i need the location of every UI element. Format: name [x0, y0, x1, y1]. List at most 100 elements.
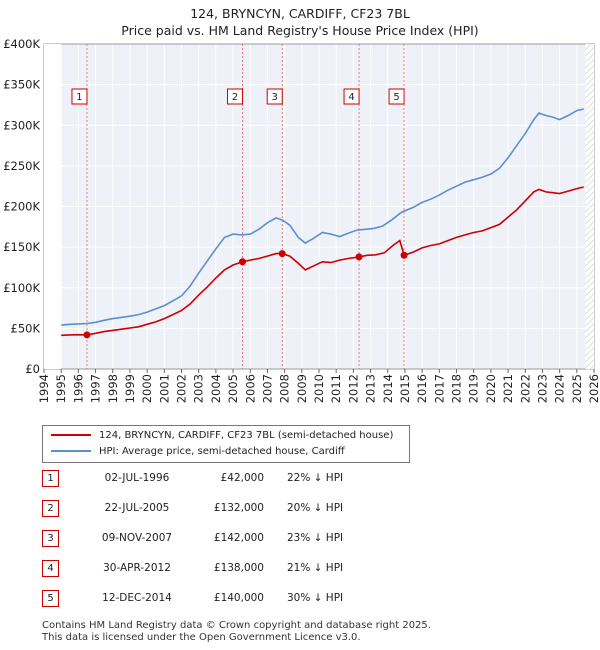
series-line-hpi: [61, 108, 584, 326]
y-tick-label: £400K: [3, 37, 40, 51]
pre-data-region: [44, 44, 62, 369]
sale-point: [400, 251, 408, 259]
sale-price: £132,000: [213, 502, 264, 514]
y-axis-ticks: £0 £50K £100K £150K £200K £250K £300K £350K £400…: [3, 37, 40, 376]
hatch-line: [585, 202, 594, 213]
x-tick-label: 2002: [175, 374, 189, 403]
x-tick-label: 2013: [364, 374, 378, 403]
x-tick-label: 2015: [398, 374, 412, 403]
sale-hpi-diff: 21% ↓ HPI: [287, 562, 344, 574]
x-tick-label: 2011: [329, 374, 343, 403]
sale-label-text: 4: [348, 92, 354, 103]
shaded-periods: [44, 44, 594, 369]
sale-point: [83, 331, 91, 339]
x-tick-label: 2000: [140, 374, 154, 403]
legend-item-hpi: HPI: Average price, semi-detached house,…: [51, 444, 345, 460]
legend-item-price: 124, BRYNCYN, CARDIFF, CF23 7BL (semi-de…: [51, 428, 393, 444]
sale-point: [239, 258, 247, 266]
title-address: 124, BRYNCYN, CARDIFF, CF23 7BL: [190, 6, 410, 21]
x-tick-label: 1996: [71, 374, 85, 403]
sale-label-box: [227, 88, 244, 105]
title-subtitle: Price paid vs. HM Land Registry's House …: [121, 23, 479, 38]
sale-row: 1 02-JUL-1996 £42,000 22% ↓ HPI: [42, 470, 562, 488]
x-tick-label: 2004: [209, 374, 223, 403]
sale-price: £138,000: [213, 562, 264, 574]
x-tick-label: 1998: [106, 374, 120, 403]
footer-licence: This data is licensed under the Open Gov…: [42, 632, 361, 643]
x-tick-label: 2024: [553, 374, 567, 403]
hatch-line: [585, 310, 594, 321]
legend-price-label: 124, BRYNCYN, CARDIFF, CF23 7BL (semi-de…: [99, 430, 394, 441]
chart-title: 124, BRYNCYN, CARDIFF, CF23 7BL Price pa…: [0, 5, 600, 39]
footer-copyright: Contains HM Land Registry data © Crown c…: [42, 620, 431, 631]
sale-markers: 1 2 3 4 5: [71, 88, 408, 339]
x-tick-label: 2010: [312, 374, 326, 403]
sale-hpi-diff: 22% ↓ HPI: [287, 472, 344, 484]
y-tick-label: £250K: [3, 159, 40, 173]
sale-label-text: 5: [393, 92, 399, 103]
sale-row: 2 22-JUL-2005 £132,000 20% ↓ HPI: [42, 500, 562, 518]
x-tick-label: 2020: [484, 374, 498, 403]
sale-row: 4 30-APR-2012 £138,000 21% ↓ HPI: [42, 560, 562, 578]
sale-label-box: [71, 88, 88, 105]
x-tick-label: 2008: [278, 374, 292, 403]
sale-date: 12-DEC-2014: [102, 592, 172, 604]
sale-date: 02-JUL-1996: [104, 472, 170, 484]
x-tick-label: 2005: [226, 374, 240, 403]
x-tick-label: 2016: [415, 374, 429, 403]
sale-label-text: 2: [232, 92, 238, 103]
sale-hpi-diff: 20% ↓ HPI: [287, 502, 344, 514]
legend: 124, BRYNCYN, CARDIFF, CF23 7BL (semi-de…: [42, 425, 410, 463]
sale-label-box: [343, 88, 360, 105]
sale-row: 3 09-NOV-2007 £142,000 23% ↓ HPI: [42, 530, 562, 548]
x-tick-label: 2001: [157, 374, 171, 403]
sale-row: 5 12-DEC-2014 £140,000 30% ↓ HPI: [42, 590, 562, 608]
sale-point: [355, 253, 363, 261]
sale-price: £142,000: [213, 532, 264, 544]
legend-hpi-label: HPI: Average price, semi-detached house,…: [99, 446, 345, 457]
x-tick-label: 1999: [123, 374, 137, 403]
legend-price-swatch: [51, 434, 91, 436]
y-tick-label: £0: [25, 362, 40, 376]
series-line-price: [61, 186, 584, 337]
sale-number: 4: [42, 560, 59, 577]
sale-label-text: 3: [272, 92, 278, 103]
y-tick-label: £350K: [3, 78, 40, 92]
post-data-region: [585, 44, 594, 369]
sale-date: 09-NOV-2007: [101, 532, 173, 544]
sale-label-box: [266, 88, 283, 105]
sale-label-box: [388, 88, 405, 105]
sale-hpi-diff: 23% ↓ HPI: [287, 532, 344, 544]
y-tick-label: £50K: [11, 321, 41, 335]
sale-hpi-diff: 30% ↓ HPI: [287, 592, 344, 604]
x-tick-label: 2006: [243, 374, 257, 403]
x-tick-label: 1994: [37, 374, 51, 403]
sale-number: 3: [42, 530, 59, 547]
sale-price: £42,000: [220, 472, 264, 484]
x-tick-label: 2023: [535, 374, 549, 403]
sale-date: 22-JUL-2005: [104, 502, 170, 514]
x-tick-label: 2021: [501, 374, 515, 403]
sale-price: £140,000: [213, 592, 264, 604]
sale-number: 2: [42, 500, 59, 517]
sale-date: 30-APR-2012: [103, 562, 171, 574]
x-tick-label: 2022: [518, 374, 532, 403]
x-tick-label: 1995: [54, 374, 68, 403]
x-tick-label: 2026: [587, 374, 600, 403]
x-tick-label: 2009: [295, 374, 309, 403]
sale-label-text: 1: [76, 92, 82, 103]
sale-number: 1: [42, 470, 59, 487]
y-tick-label: £300K: [3, 118, 40, 132]
x-tick-label: 2003: [192, 374, 206, 403]
series-group: [61, 108, 584, 337]
x-tick-label: 2014: [381, 374, 395, 403]
footer: Contains HM Land Registry data © Crown c…: [42, 620, 431, 644]
x-tick-label: 2017: [432, 374, 446, 403]
sale-point: [278, 250, 286, 258]
y-tick-label: £150K: [3, 240, 40, 254]
x-tick-label: 2007: [260, 374, 274, 403]
hatch-line: [585, 94, 594, 105]
grid: [43, 43, 595, 370]
y-tick-label: £100K: [3, 281, 40, 295]
x-tick-label: 2019: [467, 374, 481, 403]
